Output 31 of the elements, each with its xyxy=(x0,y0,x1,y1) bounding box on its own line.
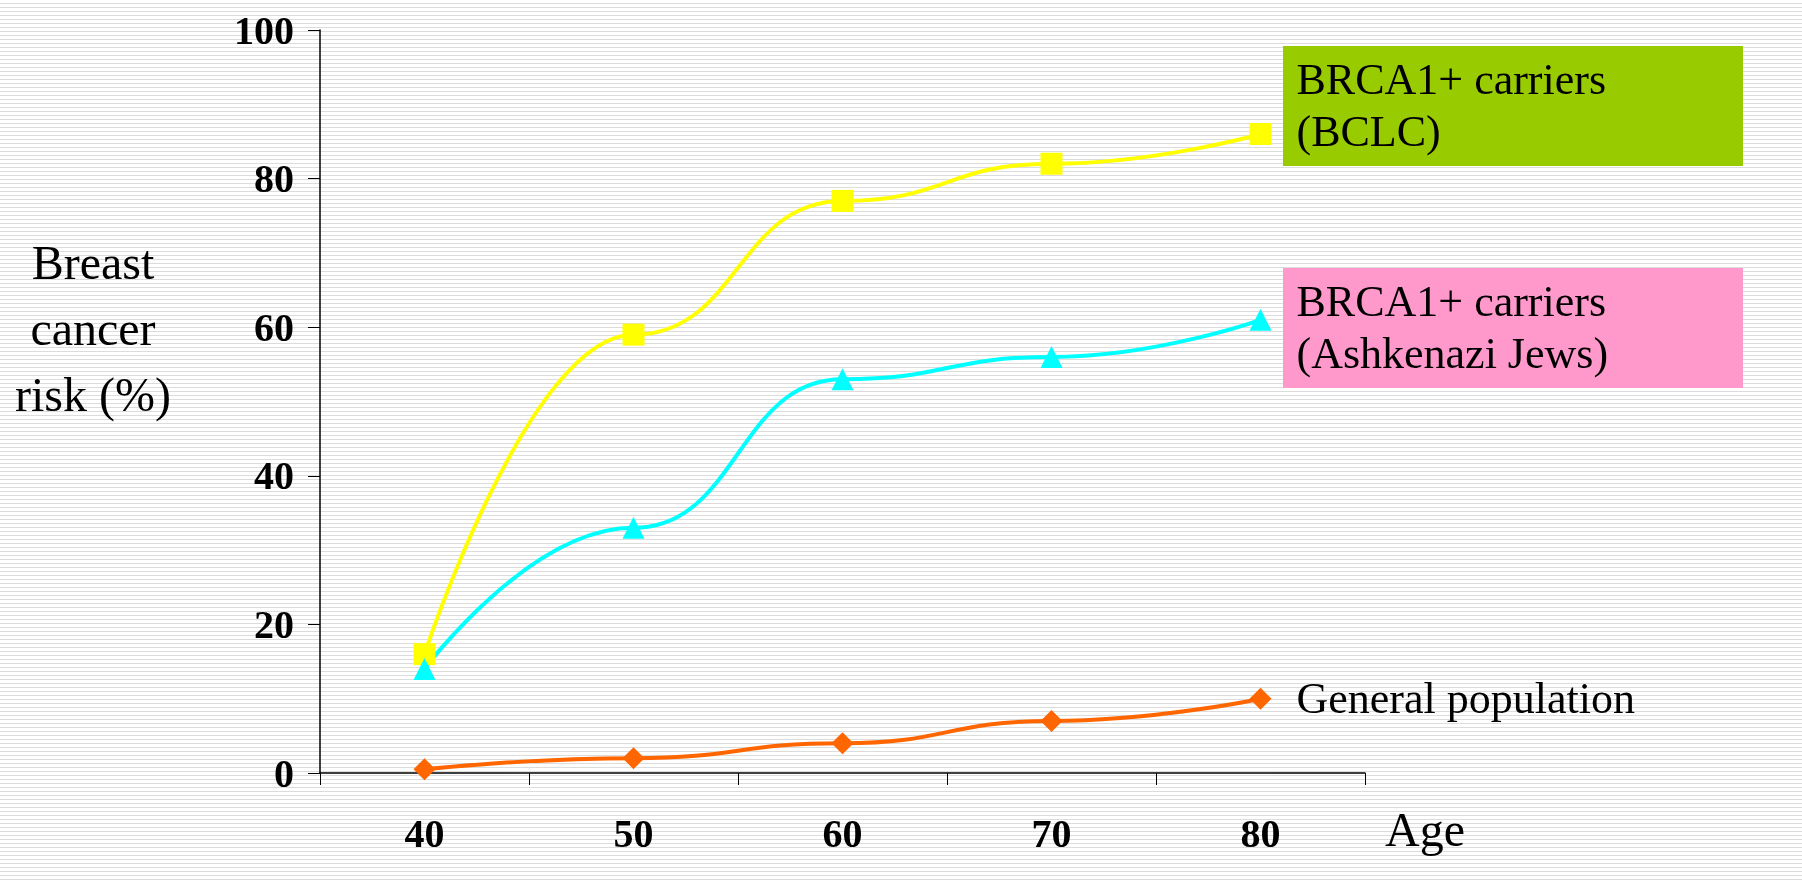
point xyxy=(831,189,854,212)
x-axis-title: Age xyxy=(1385,802,1465,856)
x-tick-label: 60 xyxy=(822,810,863,856)
x-tick-label: 40 xyxy=(404,810,445,856)
point xyxy=(1249,123,1272,146)
point xyxy=(1040,709,1063,732)
point xyxy=(1040,345,1063,368)
y-tick-label: 80 xyxy=(254,156,294,202)
x-tick-label: 80 xyxy=(1240,810,1281,856)
point xyxy=(413,758,436,781)
point xyxy=(413,643,436,666)
point xyxy=(1249,687,1272,710)
point xyxy=(622,516,645,539)
y-tick-label: 0 xyxy=(274,750,294,796)
point xyxy=(622,323,645,346)
point xyxy=(622,747,645,770)
point xyxy=(1040,152,1063,175)
point xyxy=(831,368,854,391)
y-tick-label: 100 xyxy=(234,7,294,53)
y-axis-title: Breast cancer risk (%) xyxy=(14,235,172,424)
x-tick-label: 70 xyxy=(1031,810,1072,856)
point xyxy=(413,657,436,680)
y-tick-label: 60 xyxy=(254,304,294,350)
y-tick-label: 20 xyxy=(254,601,294,647)
y-tick-label: 40 xyxy=(254,453,294,499)
name-tag-box: BRCA1+ carriers (Ashkenazi Jews) xyxy=(1282,267,1743,388)
point xyxy=(831,732,854,755)
series-label: General population xyxy=(1295,672,1636,725)
x-tick-label: 50 xyxy=(613,810,654,856)
point xyxy=(1249,308,1272,331)
name-tag-box: BRCA1+ carriers (BCLC) xyxy=(1282,46,1743,166)
